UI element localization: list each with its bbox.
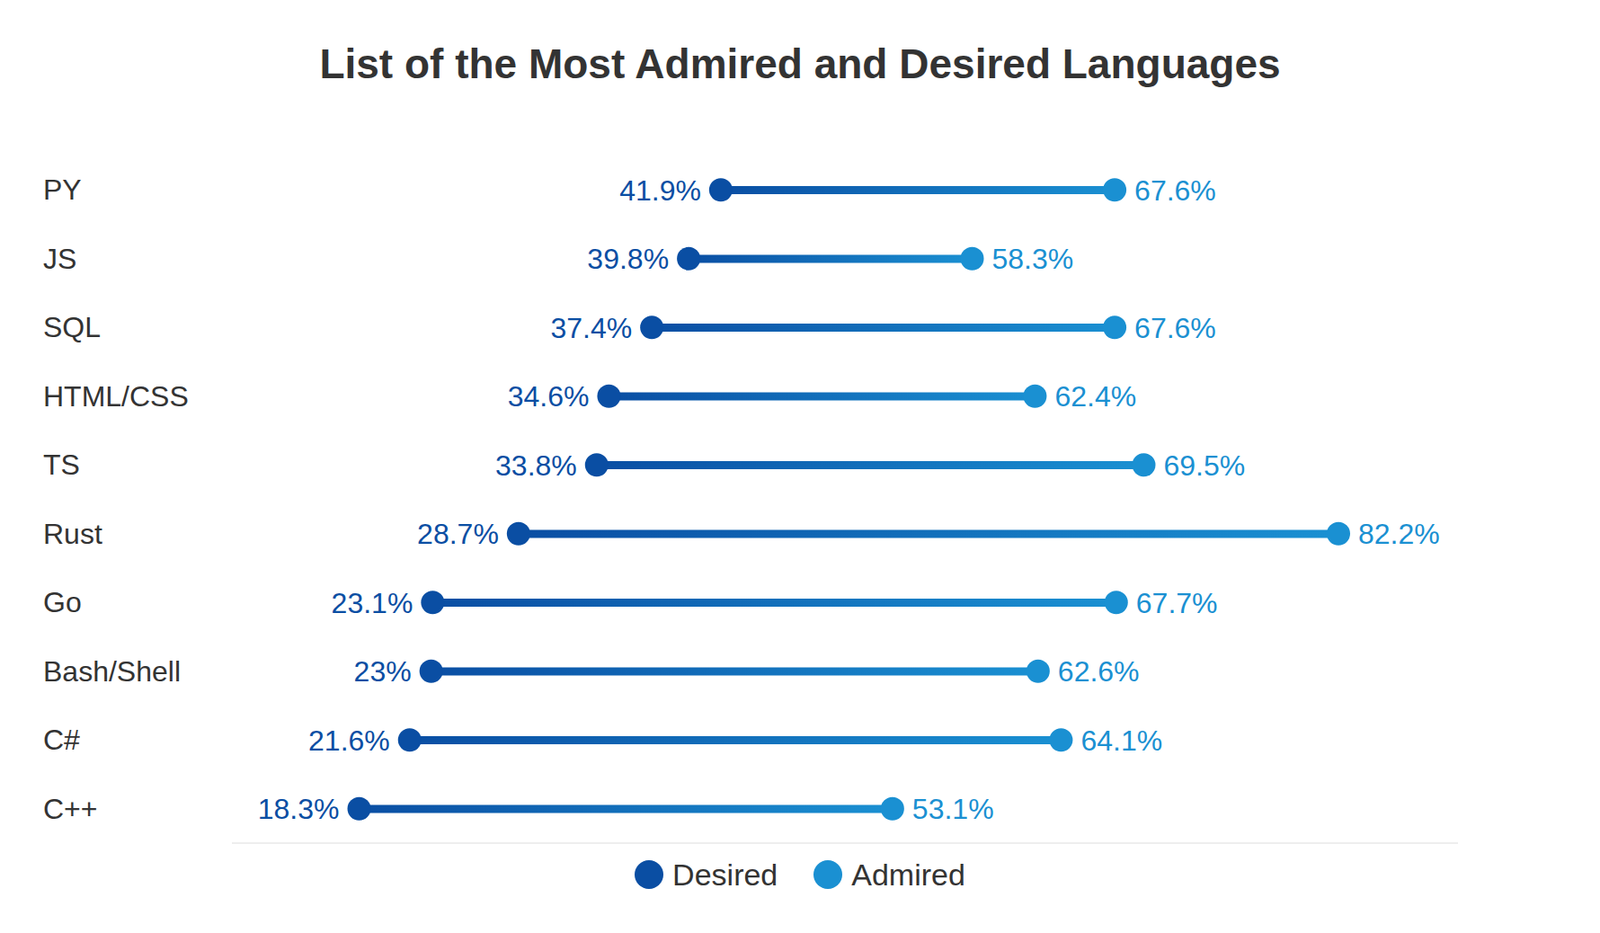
html-text:Admired: Admired [851,857,966,892]
svg-text:41.9%: 41.9% [619,174,702,207]
svg-text:69.5%: 69.5% [1163,449,1245,482]
svg-text:34.6%: 34.6% [507,380,590,413]
svg-text:SQL: SQL [43,311,101,344]
html-text:List of the Most Admired and D: List of the Most Admired and Desired Lan… [319,40,1281,87]
svg-text:82.2%: 82.2% [1358,517,1440,551]
svg-text:67.6%: 67.6% [1134,174,1217,207]
svg-text:53.1%: 53.1% [912,792,995,826]
svg-text:23.1%: 23.1% [331,586,414,620]
svg-text:C++: C++ [43,792,98,826]
svg-text:Rust: Rust [43,517,103,551]
svg-text:67.7%: 67.7% [1136,586,1218,620]
html-text:Desired: Desired [672,857,778,892]
svg-text:21.6%: 21.6% [308,724,391,757]
svg-text:C#: C# [43,723,80,756]
svg-text:Bash/Shell: Bash/Shell [43,655,181,688]
svg-text:62.4%: 62.4% [1054,380,1137,413]
svg-text:58.3%: 58.3% [992,242,1075,276]
svg-text:TS: TS [43,448,80,481]
svg-text:JS: JS [43,242,77,276]
svg-text:64.1%: 64.1% [1080,724,1163,757]
svg-text:18.3%: 18.3% [257,792,340,826]
svg-text:28.7%: 28.7% [417,517,499,551]
svg-text:PY: PY [43,173,82,206]
svg-text:HTML/CSS: HTML/CSS [43,380,189,413]
svg-text:Go: Go [43,586,82,619]
svg-text:39.8%: 39.8% [586,242,669,276]
svg-text:37.4%: 37.4% [550,311,632,345]
svg-text:62.6%: 62.6% [1057,655,1140,688]
svg-text:33.8%: 33.8% [495,449,578,482]
svg-text:67.6%: 67.6% [1134,311,1217,345]
svg-text:23%: 23% [354,655,412,688]
